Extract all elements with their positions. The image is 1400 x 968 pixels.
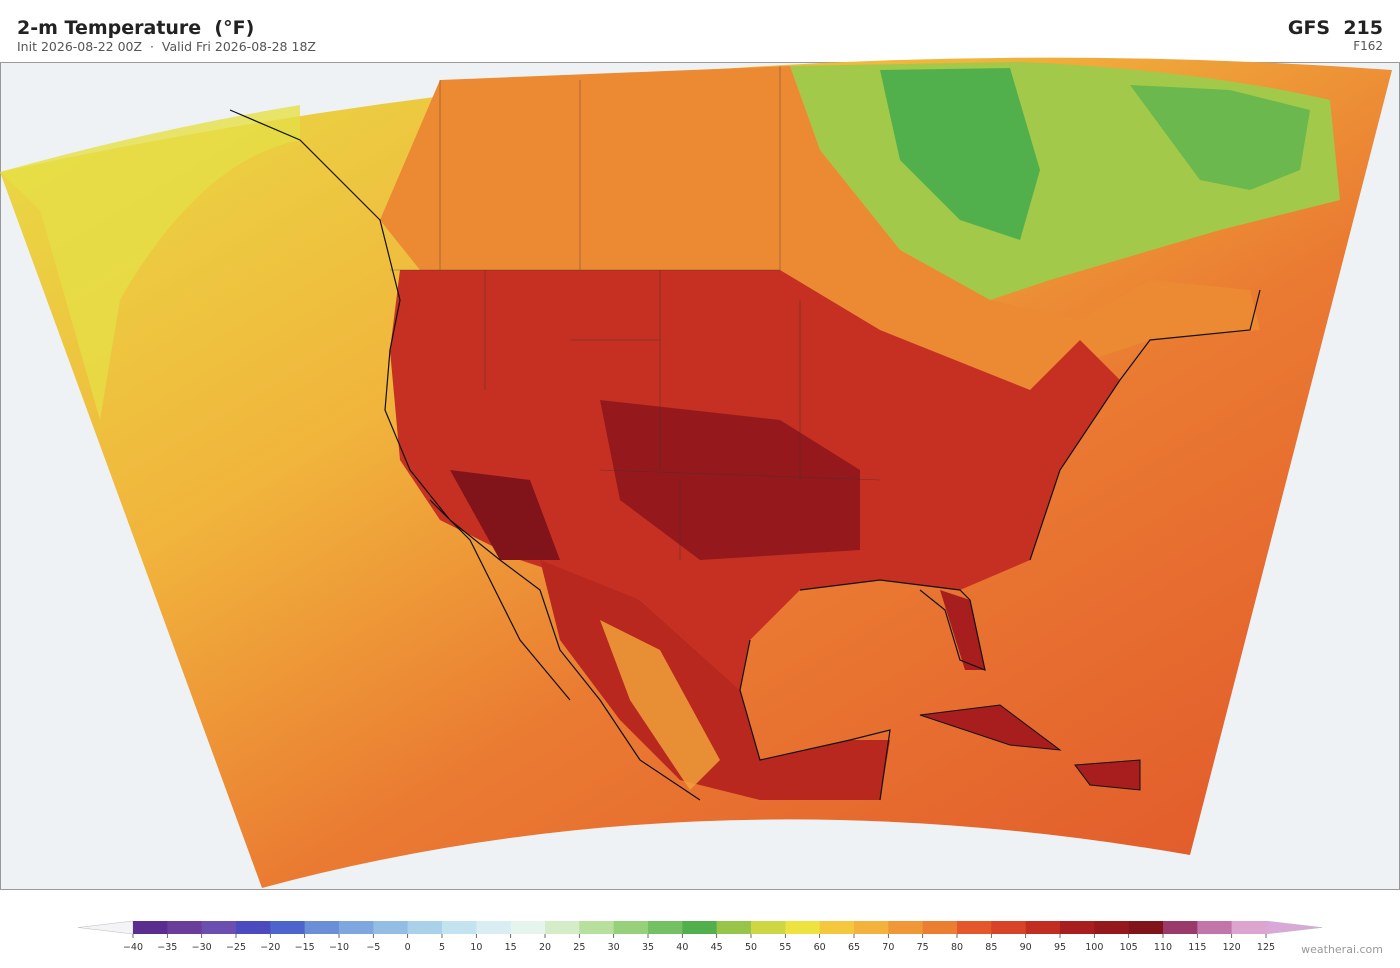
tick-label: 110 — [1154, 942, 1172, 953]
title: 2-m Temperature (°F) — [17, 17, 254, 39]
color-swatch — [373, 921, 408, 934]
color-swatch — [785, 921, 820, 934]
tick-label: 20 — [539, 942, 551, 953]
color-swatch — [613, 921, 649, 934]
color-swatch — [1094, 921, 1129, 934]
plains-very-hot — [600, 400, 860, 560]
model: GFS 215 — [1288, 17, 1383, 39]
tick-label: 65 — [848, 942, 860, 953]
color-swatch — [133, 921, 168, 934]
subtitle: Init 2026-08-22 00Z · Valid Fri 2026-08-… — [17, 39, 316, 54]
color-swatch — [579, 921, 614, 934]
forecast-hour: F162 — [1353, 39, 1383, 53]
tick-label: −5 — [366, 942, 380, 953]
tick-label: 105 — [1120, 942, 1138, 953]
tick-label: 85 — [985, 942, 997, 953]
map — [0, 57, 1400, 890]
mexico-highlands — [600, 620, 720, 790]
color-swatch — [545, 921, 580, 934]
desert-very-hot — [450, 470, 560, 560]
tick-label: 40 — [676, 942, 688, 953]
tick-label: 95 — [1054, 942, 1066, 953]
canada-cold — [880, 68, 1040, 240]
color-swatch — [819, 921, 855, 934]
tick-label: 60 — [814, 942, 826, 953]
tick-label: −35 — [157, 942, 177, 953]
tick-label: −25 — [226, 942, 246, 953]
tick-label: 5 — [439, 942, 445, 953]
tick-label: −20 — [260, 942, 280, 953]
color-swatch — [270, 921, 305, 934]
tick-label: −30 — [192, 942, 212, 953]
color-swatch — [888, 921, 923, 934]
color-swatch — [957, 921, 992, 934]
tick-label: 45 — [711, 942, 723, 953]
tick-label: 0 — [405, 942, 411, 953]
under-triangle — [77, 920, 134, 935]
cuba — [919, 704, 1062, 751]
colorbar: −40 −35 −30 −25 −20 −15 −10 −5 0 5 10 15 20 25 30 35 40 4… — [77, 920, 1323, 953]
color-swatch — [682, 921, 717, 934]
color-swatch — [922, 921, 958, 934]
labrador-cold — [1130, 85, 1310, 190]
tick-label: 35 — [642, 942, 654, 953]
color-swatch — [167, 921, 202, 934]
color-swatch — [407, 921, 443, 934]
tick-label: 55 — [779, 942, 791, 953]
mexico-hot — [540, 560, 890, 800]
tick-label: 30 — [608, 942, 620, 953]
borders — [390, 66, 881, 560]
color-swatch — [1163, 921, 1198, 934]
color-swatch — [1060, 921, 1095, 934]
color-swatch — [854, 921, 889, 934]
color-swatch — [716, 921, 752, 934]
color-swatch — [1231, 921, 1267, 934]
tick-label: 120 — [1223, 942, 1241, 953]
tick-label: 80 — [951, 942, 963, 953]
color-swatch — [991, 921, 1026, 934]
coastlines — [229, 109, 1261, 801]
color-swatch — [1128, 921, 1164, 934]
color-swatch — [201, 921, 237, 934]
tick-label: 100 — [1085, 942, 1103, 953]
over-triangle — [1265, 920, 1323, 935]
tick-label: −15 — [295, 942, 315, 953]
color-swatch — [1025, 921, 1061, 934]
tick-label: −10 — [329, 942, 349, 953]
color-swatch — [751, 921, 786, 934]
color-swatch — [304, 921, 340, 934]
cool-ocean — [0, 105, 300, 420]
color-swatch — [236, 921, 271, 934]
color-swatch — [442, 921, 477, 934]
color-swatch — [476, 921, 511, 934]
color-swatch — [510, 921, 546, 934]
tick-label: 75 — [917, 942, 929, 953]
florida — [940, 590, 985, 670]
tick-label: 10 — [470, 942, 482, 953]
tick-label: 15 — [505, 942, 517, 953]
credit: weatherai.com — [1301, 943, 1383, 956]
color-swatch — [339, 921, 374, 934]
tick-label: 50 — [745, 942, 757, 953]
tick-label: −40 — [123, 942, 143, 953]
color-swatch — [648, 921, 683, 934]
canada-warm — [380, 66, 1260, 390]
tick-label: 115 — [1188, 942, 1206, 953]
tick-label: 25 — [573, 942, 585, 953]
tick-label: 90 — [1020, 942, 1032, 953]
hispaniola — [1074, 759, 1141, 791]
tick-label: 70 — [882, 942, 894, 953]
color-swatch — [1197, 921, 1232, 934]
tick-label: 125 — [1257, 942, 1275, 953]
